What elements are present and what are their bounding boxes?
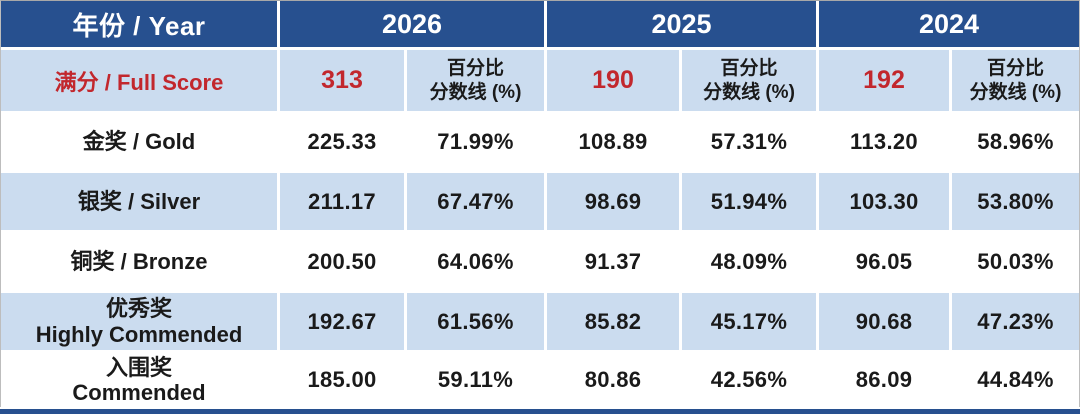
full-score-2026: 313 [280,50,404,111]
award-label-bronze: 铜奖 / Bronze [1,233,277,290]
score-2026-silver: 211.17 [280,173,404,230]
pct-2026-bronze: 64.06% [407,233,544,290]
year-header-2024: 2024 [819,1,1079,47]
score-2025-highly-commended: 85.82 [547,293,679,350]
score-2026-bronze: 200.50 [280,233,404,290]
pct-2025-bronze: 48.09% [682,233,816,290]
pct-header-line2: 分数线 (%) [969,81,1062,103]
score-2024-silver: 103.30 [819,173,949,230]
pct-header-line2: 分数线 (%) [703,81,795,103]
score-2026-commended: 185.00 [280,353,404,407]
award-label-commended: 入围奖 Commended [1,353,277,407]
score-2024-commended: 86.09 [819,353,949,407]
pct-header-2025: 百分比 分数线 (%) [682,50,816,111]
pct-2025-commended: 42.56% [682,353,816,407]
pct-2025-silver: 51.94% [682,173,816,230]
full-score-2025: 190 [547,50,679,111]
award-label-line1: 入围奖 [105,354,172,380]
pct-header-2026: 百分比 分数线 (%) [407,50,544,111]
score-2026-gold: 225.33 [280,114,404,170]
award-label-line2: Highly Commended [35,321,243,347]
pct-2025-highly-commended: 45.17% [682,293,816,350]
pct-2026-silver: 67.47% [407,173,544,230]
score-2024-gold: 113.20 [819,114,949,170]
pct-2024-bronze: 50.03% [952,233,1079,290]
pct-2026-gold: 71.99% [407,114,544,170]
score-2025-gold: 108.89 [547,114,679,170]
year-header-2025: 2025 [547,1,816,47]
award-label-silver: 银奖 / Silver [1,173,277,230]
pct-2024-highly-commended: 47.23% [952,293,1079,350]
award-label-line2: Commended [72,380,206,405]
full-score-label: 满分 / Full Score [1,50,277,111]
score-line-table: 年份 / Year 2026 2025 2024 满分 / Full Score… [0,0,1080,407]
score-2026-highly-commended: 192.67 [280,293,404,350]
pct-header-line1: 百分比 [446,57,504,79]
score-2025-commended: 80.86 [547,353,679,407]
full-score-2024: 192 [819,50,949,111]
award-label-line1: 银奖 / Silver [77,188,201,214]
score-2025-silver: 98.69 [547,173,679,230]
pct-2026-commended: 59.11% [407,353,544,407]
score-2024-bronze: 96.05 [819,233,949,290]
year-column-header: 年份 / Year [1,1,277,47]
pct-header-line2: 分数线 (%) [429,81,522,103]
award-label-gold: 金奖 / Gold [1,114,277,170]
pct-2024-gold: 58.96% [952,114,1079,170]
pct-header-2024: 百分比 分数线 (%) [952,50,1079,111]
pct-2024-silver: 53.80% [952,173,1079,230]
pct-header-line1: 百分比 [720,57,778,79]
award-label-line1: 金奖 / Gold [82,129,196,155]
score-2024-highly-commended: 90.68 [819,293,949,350]
pct-header-line1: 百分比 [986,57,1044,79]
score-2025-bronze: 91.37 [547,233,679,290]
pct-2026-highly-commended: 61.56% [407,293,544,350]
pct-2024-commended: 44.84% [952,353,1079,407]
award-label-highly-commended: 优秀奖 Highly Commended [1,293,277,350]
award-label-line1: 优秀奖 [105,296,172,322]
pct-2025-gold: 57.31% [682,114,816,170]
year-header-2026: 2026 [280,1,544,47]
award-label-line1: 铜奖 / Bronze [70,248,208,274]
bottom-accent-bar [0,409,1080,414]
